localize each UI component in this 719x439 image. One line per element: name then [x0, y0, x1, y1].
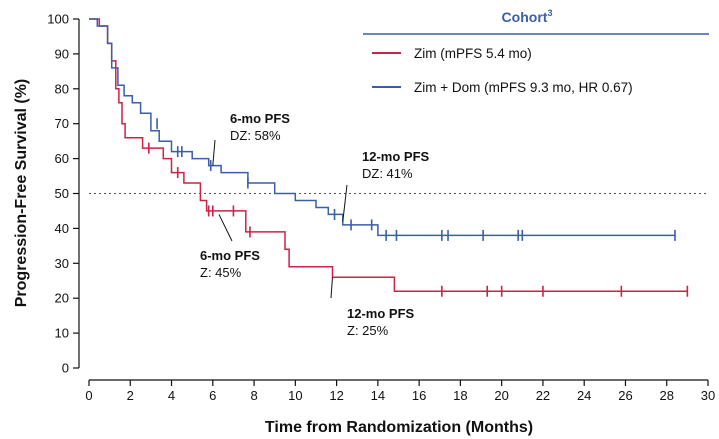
- y-tick-label: 40: [55, 221, 69, 236]
- annotations: 6-mo PFS DZ: 58% 12-mo PFS DZ: 41% 6-mo PFS Z…: [200, 111, 430, 338]
- x-tick-label: 14: [371, 388, 385, 403]
- x-tick-label: 12: [329, 388, 343, 403]
- x-tick-label: 6: [209, 388, 216, 403]
- x-tick-label: 28: [659, 388, 673, 403]
- legend-label-0: Zim (mPFS 5.4 mo): [414, 46, 532, 61]
- y-tick-label: 30: [55, 256, 69, 271]
- annotation-pointer: [330, 277, 333, 299]
- y-tick-label: 80: [55, 81, 69, 96]
- x-tick-label: 26: [618, 388, 632, 403]
- x-tick-label: 10: [288, 388, 302, 403]
- x-axis-title: Time from Randomization (Months): [265, 419, 533, 436]
- annotation-title: 6-mo PFS: [230, 111, 290, 126]
- legend-title-text: Cohort: [502, 9, 548, 25]
- x-tick-label: 8: [250, 388, 257, 403]
- annotation-title: 12-mo PFS: [347, 306, 415, 321]
- legend-label-1: Zim + Dom (mPFS 9.3 mo, HR 0.67): [414, 80, 633, 95]
- y-tick-label: 60: [55, 151, 69, 166]
- y-tick-label: 10: [55, 326, 69, 341]
- x-tick-label: 4: [168, 388, 175, 403]
- annotation-title: 12-mo PFS: [362, 149, 430, 164]
- x-tick-label: 0: [85, 388, 92, 403]
- annotation-value: Z: 25%: [347, 323, 389, 338]
- y-tick-label: 70: [55, 116, 69, 131]
- annotation-title: 6-mo PFS: [200, 248, 260, 263]
- curves: [89, 18, 689, 297]
- annotation-pointer: [218, 214, 233, 242]
- y-tick-label: 100: [47, 12, 69, 27]
- y-tick-label: 0: [62, 361, 69, 376]
- y-tick-label: 50: [55, 186, 69, 201]
- y-tick-label: 20: [55, 291, 69, 306]
- annotation-value: Z: 45%: [200, 265, 242, 280]
- x-tick-label: 18: [453, 388, 467, 403]
- x-tick-label: 30: [701, 388, 715, 403]
- x-tick-label: 22: [536, 388, 550, 403]
- annotation-value: DZ: 41%: [362, 166, 413, 181]
- x-tick-label: 20: [494, 388, 508, 403]
- legend-title: Cohort3: [502, 8, 553, 25]
- legend-title-superscript: 3: [547, 8, 552, 18]
- y-axis-title: Progression-Free Survival (%): [13, 79, 30, 308]
- annotation-value: DZ: 58%: [230, 128, 281, 143]
- annotation-pointer: [342, 184, 348, 222]
- x-tick-label: 2: [127, 388, 134, 403]
- x-tick-label: 24: [577, 388, 591, 403]
- legend: Cohort3 Zim (mPFS 5.4 mo) Zim + Dom (mPFS …: [363, 8, 709, 95]
- x-tick-label: 16: [412, 388, 426, 403]
- y-tick-label: 90: [55, 46, 69, 61]
- annotation-pointer: [212, 139, 216, 166]
